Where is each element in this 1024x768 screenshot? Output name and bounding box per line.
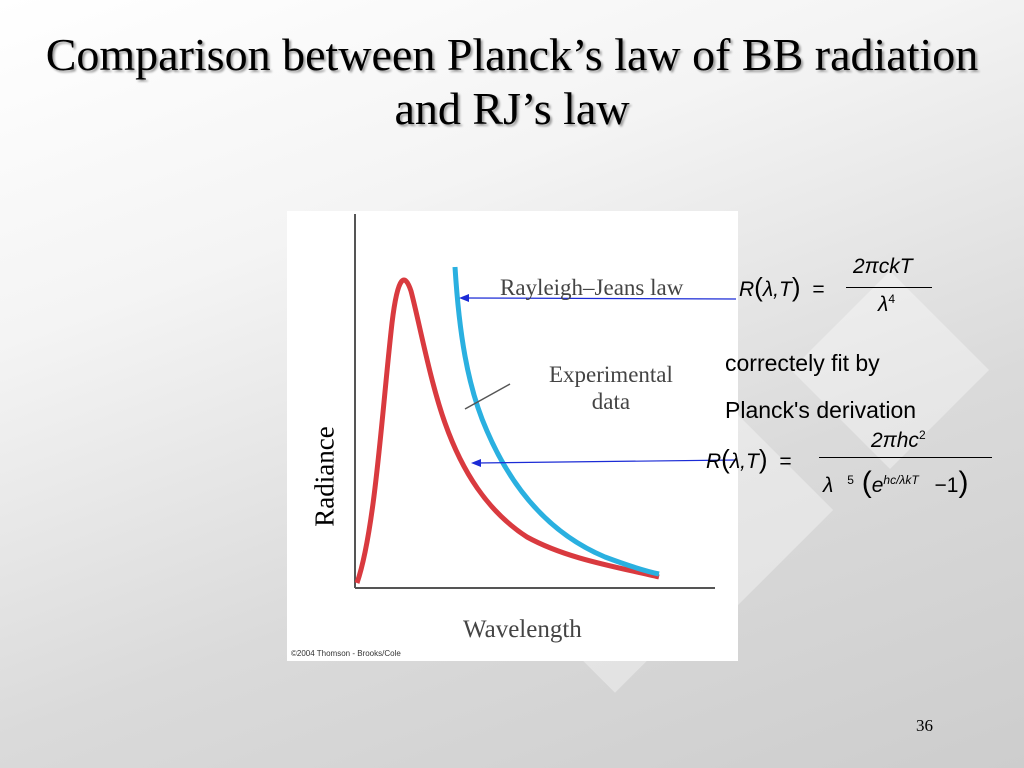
planck-minus-one: −1 (934, 474, 959, 497)
rj-args: λ,T (762, 278, 792, 301)
page-number: 36 (916, 716, 933, 735)
rj-curve-label: Rayleigh–Jeans law (500, 275, 684, 300)
planck-exponential-base: e (871, 474, 884, 497)
rj-formula-numerator: 2πckT (853, 255, 913, 279)
rj-pointer-arrow (464, 297, 737, 300)
planck-args: λ,T (729, 450, 759, 473)
rj-formula-denominator: λ4 (878, 292, 895, 317)
experimental-label-line1: Experimental (549, 362, 673, 387)
rj-numerator-text: 2πckT (853, 255, 913, 278)
note-line-2: Planck's derivation (725, 397, 917, 423)
planck-numerator-exp: 2 (918, 428, 926, 442)
radiance-figure: Rayleigh–Jeans law Experimental data Rad… (287, 211, 738, 661)
planck-exponential-exp: hc/λkT (883, 473, 919, 487)
y-axis-label: Radiance (309, 426, 340, 527)
slide-title: Comparison between Planck’s law of BB ra… (45, 29, 979, 134)
rayleigh-jeans-curve (452, 266, 660, 577)
planck-lhs-symbol: R (706, 450, 722, 473)
note-line-1: correctely fit by (725, 350, 880, 376)
experimental-data-label: Experimental data (549, 361, 673, 415)
planck-denominator-exp: 5 (847, 473, 854, 487)
planck-fraction-bar (819, 457, 992, 458)
rj-denominator-base: λ (878, 293, 889, 316)
planck-formula-lhs: R(λ,T) = (706, 444, 792, 474)
planck-formula-numerator: 2πhc2 (871, 428, 926, 453)
rj-denominator-exp: 4 (888, 292, 896, 306)
planck-equals: = (779, 450, 792, 473)
rj-formula-lhs: R(λ,T) = (739, 272, 825, 302)
rj-lhs-symbol: R (739, 278, 755, 301)
experimental-curve (354, 277, 660, 584)
rj-arrowhead-icon (459, 294, 469, 302)
x-axis-label: Wavelength (463, 616, 582, 643)
planck-pointer-arrow (476, 459, 737, 464)
figure-credit: ©2004 Thomson - Brooks/Cole (291, 649, 401, 658)
planck-arrowhead-icon (471, 459, 481, 467)
experimental-label-line2: data (591, 389, 631, 414)
figure-graphics (354, 214, 737, 589)
rj-equals: = (812, 278, 825, 301)
rj-fraction-bar (846, 287, 932, 288)
experimental-pointer-line (464, 383, 511, 410)
planck-numerator-text: 2πhc (871, 429, 919, 452)
planck-formula-denominator: λ 5 (ehc/λkT −1) (823, 466, 969, 499)
planck-denominator-base: λ (823, 474, 834, 497)
